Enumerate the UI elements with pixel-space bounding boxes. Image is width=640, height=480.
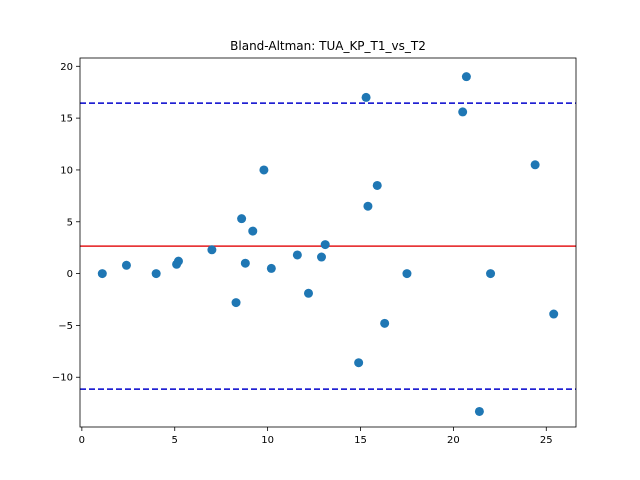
data-point bbox=[237, 214, 247, 224]
x-tick-label: 0 bbox=[79, 435, 85, 446]
x-tick-label: 20 bbox=[447, 435, 460, 446]
data-point bbox=[207, 245, 217, 255]
data-point bbox=[240, 258, 250, 268]
data-point bbox=[121, 260, 131, 270]
data-point bbox=[303, 288, 313, 298]
chart-title: Bland-Altman: TUA_KP_T1_vs_T2 bbox=[230, 39, 426, 53]
data-point bbox=[361, 92, 371, 102]
data-point bbox=[292, 250, 302, 260]
data-point bbox=[173, 256, 183, 266]
axes-frame bbox=[79, 57, 577, 428]
data-point bbox=[486, 269, 496, 279]
data-point bbox=[320, 240, 330, 250]
data-point bbox=[549, 309, 559, 319]
data-point bbox=[372, 180, 382, 190]
data-point bbox=[266, 263, 276, 273]
data-point bbox=[316, 252, 326, 262]
data-point bbox=[363, 201, 373, 211]
data-point bbox=[151, 269, 161, 279]
data-point bbox=[97, 269, 107, 279]
x-tick-label: 5 bbox=[172, 435, 178, 446]
data-point bbox=[474, 406, 484, 416]
y-tick-label: 15 bbox=[60, 114, 73, 125]
data-point bbox=[248, 226, 258, 236]
y-tick-label: −5 bbox=[58, 321, 73, 332]
y-tick-label: 10 bbox=[60, 165, 73, 176]
data-point bbox=[259, 165, 269, 175]
y-tick-label: 20 bbox=[60, 62, 73, 73]
data-point bbox=[461, 72, 471, 82]
x-tick-label: 10 bbox=[261, 435, 274, 446]
plot-area: 0 5 10 15 20 25 −10 −5 0 5 10 15 20 bbox=[52, 57, 577, 446]
y-tick-label: 0 bbox=[67, 269, 73, 280]
data-point bbox=[402, 269, 412, 279]
data-point bbox=[231, 298, 241, 308]
data-point bbox=[380, 318, 390, 328]
x-tick-label: 15 bbox=[354, 435, 367, 446]
data-point bbox=[530, 160, 540, 170]
data-point bbox=[354, 358, 364, 368]
x-tick-label: 25 bbox=[540, 435, 553, 446]
y-tick-label: −10 bbox=[52, 373, 73, 384]
data-point bbox=[458, 107, 468, 117]
y-tick-label: 5 bbox=[67, 217, 73, 228]
